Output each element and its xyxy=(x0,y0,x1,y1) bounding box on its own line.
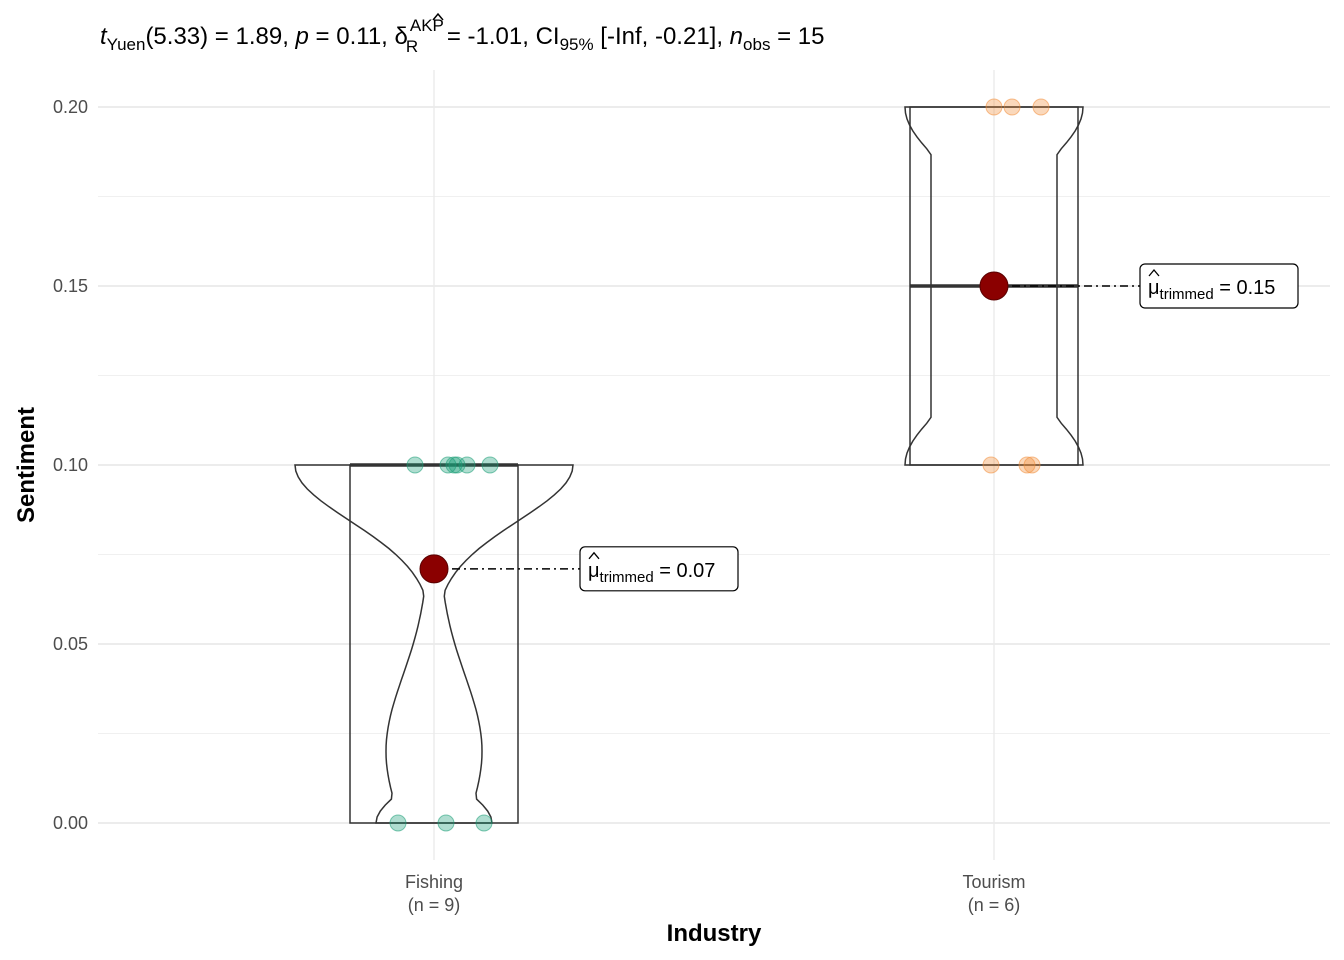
chart-subtitle: tYuen(5.33) = 1.89, p = 0.11, δ AKP R = -1… xyxy=(100,16,825,56)
data-point-fishing xyxy=(437,814,455,832)
data-point-tourism xyxy=(985,98,1003,116)
fishing-violin xyxy=(294,464,574,824)
hat-icon xyxy=(588,551,600,560)
y-tick-label: 0.10 xyxy=(53,455,88,475)
y-axis: 0.00 0.05 0.10 0.15 0.20 xyxy=(53,97,88,833)
hat-icon xyxy=(432,12,444,21)
y-tick-label: 0.05 xyxy=(53,634,88,654)
y-tick-label: 0.15 xyxy=(53,276,88,296)
data-point-fishing xyxy=(406,456,424,474)
y-tick-label: 0.00 xyxy=(53,813,88,833)
mean-label: μtrimmed = 0.15 xyxy=(1148,277,1275,303)
plot-area: μtrimmed = 0.07 μtrimmed = 0.15 xyxy=(294,98,1299,832)
trimmed-mean-point xyxy=(979,271,1009,301)
mean-label-box xyxy=(1139,263,1299,309)
data-point-fishing xyxy=(481,456,499,474)
mean-label: μtrimmed = 0.07 xyxy=(588,560,715,586)
data-point-tourism xyxy=(1018,456,1036,474)
data-point-tourism xyxy=(1032,98,1050,116)
y-tick-label: 0.20 xyxy=(53,97,88,117)
data-point-fishing xyxy=(458,456,476,474)
data-point-tourism xyxy=(1023,456,1041,474)
data-point-fishing xyxy=(439,456,457,474)
data-point-fishing xyxy=(389,814,407,832)
data-point-tourism xyxy=(982,456,1000,474)
x-axis: Fishing (n = 9) Tourism (n = 6) xyxy=(405,872,1026,915)
mean-label-box xyxy=(579,546,739,592)
x-axis-title: Industry xyxy=(667,920,762,947)
grid xyxy=(98,70,1330,860)
data-point-fishing xyxy=(475,814,493,832)
data-point-tourism xyxy=(1003,98,1021,116)
data-point-fishing xyxy=(448,456,466,474)
x-tick-count-label: (n = 9) xyxy=(408,895,461,915)
x-tick-label: Tourism xyxy=(962,872,1025,892)
tourism-violin xyxy=(904,106,1084,466)
y-axis-title: Sentiment xyxy=(13,407,40,523)
x-tick-label: Fishing xyxy=(405,872,463,892)
x-tick-count-label: (n = 6) xyxy=(968,895,1021,915)
trimmed-mean-point xyxy=(419,554,449,584)
hat-icon xyxy=(1148,268,1160,277)
